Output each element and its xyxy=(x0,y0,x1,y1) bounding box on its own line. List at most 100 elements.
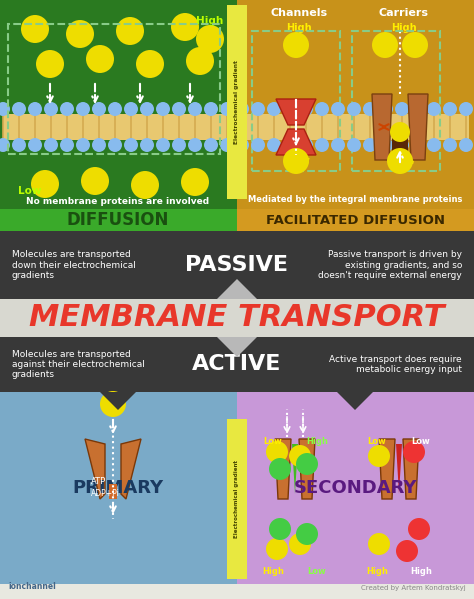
Circle shape xyxy=(204,138,218,152)
Polygon shape xyxy=(85,439,105,499)
Circle shape xyxy=(379,102,393,116)
Circle shape xyxy=(179,449,191,461)
Bar xyxy=(352,31,440,171)
Circle shape xyxy=(29,477,41,489)
Circle shape xyxy=(368,533,390,555)
Circle shape xyxy=(104,449,116,461)
Circle shape xyxy=(23,527,47,551)
Circle shape xyxy=(108,138,122,152)
Circle shape xyxy=(443,102,457,116)
Circle shape xyxy=(235,138,249,152)
Circle shape xyxy=(431,449,443,461)
Bar xyxy=(227,419,247,579)
Circle shape xyxy=(0,477,11,489)
Circle shape xyxy=(108,102,122,116)
Circle shape xyxy=(236,449,248,461)
Circle shape xyxy=(269,518,291,540)
Polygon shape xyxy=(379,439,395,499)
Circle shape xyxy=(363,102,377,116)
Circle shape xyxy=(12,138,26,152)
Circle shape xyxy=(296,523,318,545)
Polygon shape xyxy=(276,99,316,125)
Text: Antiport: Antiport xyxy=(370,416,428,428)
Text: Low: Low xyxy=(308,567,327,576)
Circle shape xyxy=(289,445,311,467)
Text: Mediated by the integral membrane proteins: Mediated by the integral membrane protei… xyxy=(248,195,463,204)
Text: High: High xyxy=(22,569,48,579)
Circle shape xyxy=(100,391,126,417)
Circle shape xyxy=(119,449,131,461)
Circle shape xyxy=(60,102,74,116)
Circle shape xyxy=(446,449,458,461)
Circle shape xyxy=(356,449,368,461)
Circle shape xyxy=(371,449,383,461)
Circle shape xyxy=(59,477,71,489)
Circle shape xyxy=(220,102,234,116)
Circle shape xyxy=(299,102,313,116)
Bar xyxy=(237,209,474,231)
Circle shape xyxy=(266,477,278,489)
Circle shape xyxy=(395,102,409,116)
Circle shape xyxy=(283,138,297,152)
Polygon shape xyxy=(121,439,141,499)
Bar xyxy=(8,24,220,154)
Circle shape xyxy=(119,477,131,489)
Circle shape xyxy=(0,138,10,152)
Text: ADP+Pi: ADP+Pi xyxy=(91,489,120,498)
Bar xyxy=(107,439,119,499)
Circle shape xyxy=(76,138,90,152)
Circle shape xyxy=(251,102,265,116)
Circle shape xyxy=(188,102,202,116)
Circle shape xyxy=(179,477,191,489)
Circle shape xyxy=(411,138,425,152)
Circle shape xyxy=(266,441,288,463)
Circle shape xyxy=(173,527,197,551)
Circle shape xyxy=(66,20,94,48)
Circle shape xyxy=(74,477,86,489)
Circle shape xyxy=(281,449,293,461)
Polygon shape xyxy=(100,392,136,410)
Circle shape xyxy=(296,449,308,461)
Polygon shape xyxy=(276,129,316,155)
Text: PRIMARY: PRIMARY xyxy=(73,479,164,497)
Polygon shape xyxy=(100,231,136,249)
Text: Low: Low xyxy=(18,186,42,196)
Circle shape xyxy=(12,102,26,116)
Bar xyxy=(0,392,237,584)
Circle shape xyxy=(14,477,26,489)
Bar xyxy=(5,459,222,479)
Circle shape xyxy=(331,102,345,116)
Text: Low: Low xyxy=(288,156,310,166)
Circle shape xyxy=(74,449,86,461)
Circle shape xyxy=(172,102,186,116)
Polygon shape xyxy=(337,231,373,249)
Circle shape xyxy=(363,138,377,152)
Circle shape xyxy=(235,102,249,116)
Text: High: High xyxy=(410,567,432,576)
Circle shape xyxy=(443,138,457,152)
Circle shape xyxy=(368,445,390,467)
Circle shape xyxy=(416,449,428,461)
Bar xyxy=(3,114,232,140)
Circle shape xyxy=(44,449,56,461)
Circle shape xyxy=(44,138,58,152)
Bar xyxy=(237,392,474,584)
Circle shape xyxy=(28,102,42,116)
Circle shape xyxy=(181,168,209,196)
Circle shape xyxy=(14,449,26,461)
Circle shape xyxy=(31,170,59,198)
Circle shape xyxy=(92,102,106,116)
Circle shape xyxy=(427,138,441,152)
Circle shape xyxy=(267,102,281,116)
Bar xyxy=(0,209,237,231)
Circle shape xyxy=(427,102,441,116)
Circle shape xyxy=(459,102,473,116)
Circle shape xyxy=(269,458,291,480)
Bar xyxy=(242,114,469,140)
Circle shape xyxy=(186,47,214,75)
Circle shape xyxy=(124,138,138,152)
Bar xyxy=(8,439,220,564)
Circle shape xyxy=(134,477,146,489)
Polygon shape xyxy=(408,94,428,160)
Circle shape xyxy=(21,15,49,43)
